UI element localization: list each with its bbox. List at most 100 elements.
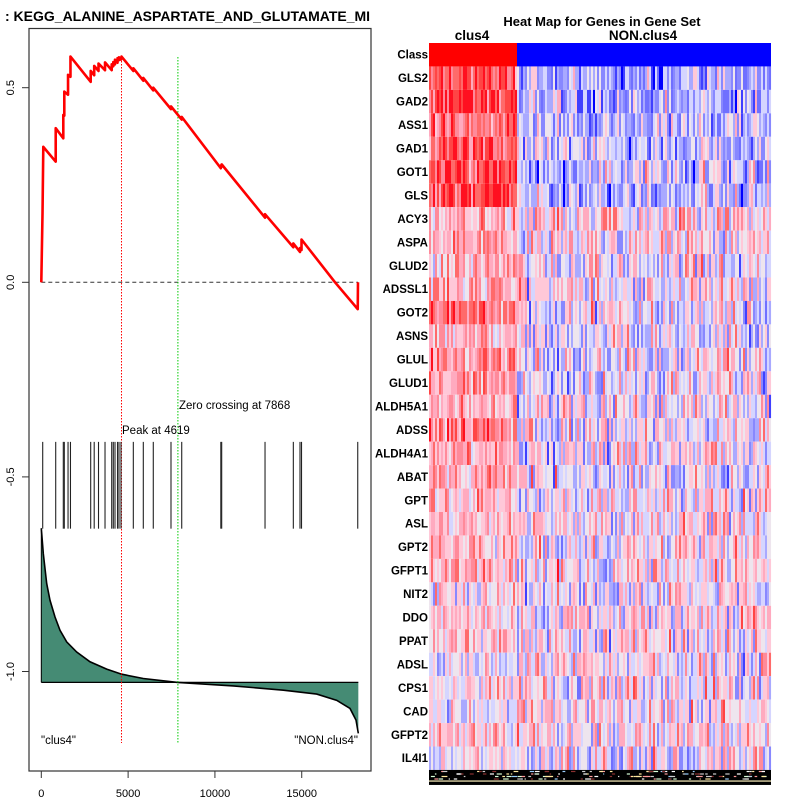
heatmap-cell — [515, 652, 518, 677]
heatmap-cell — [453, 89, 456, 114]
heatmap-cell — [747, 136, 750, 161]
heatmap-cell — [531, 699, 534, 724]
heatmap-cell — [611, 230, 614, 255]
heatmap-cell — [553, 394, 556, 419]
heatmap-cell — [513, 160, 516, 184]
heatmap-cell — [673, 465, 676, 489]
heatmap-cell — [763, 324, 766, 348]
heatmap-cell — [563, 723, 566, 747]
heatmap-cell — [687, 582, 690, 606]
heatmap-cell — [493, 230, 496, 255]
heatmap-cell — [727, 277, 730, 301]
heatmap-cell — [757, 394, 760, 419]
heatmap-cell — [691, 558, 694, 583]
heatmap-cell — [505, 254, 508, 278]
heatmap-cell — [565, 418, 568, 442]
heatmap-cell — [645, 136, 648, 161]
heatmap-cell — [741, 582, 744, 606]
heatmap-cell — [443, 277, 446, 301]
heatmap-cell — [547, 488, 550, 512]
heatmap-cell — [435, 89, 438, 114]
heatmap-cell — [743, 207, 746, 231]
heatmap-cell — [587, 629, 590, 653]
heatmap-cell — [513, 488, 516, 512]
heatmap-cell — [731, 207, 734, 231]
heatmap-cell — [627, 418, 630, 442]
heatmap-cell — [649, 699, 652, 724]
heatmap-cell — [671, 629, 674, 653]
heatmap-cell — [703, 605, 706, 630]
heatmap-cell — [517, 629, 520, 653]
heatmap-cell — [701, 605, 704, 630]
heatmap-cell — [643, 558, 646, 583]
heatmap-cell — [441, 371, 444, 395]
heatmap-cell — [431, 254, 434, 278]
heatmap-cell — [577, 699, 580, 724]
heatmap-cell — [703, 652, 706, 677]
heatmap-cell — [555, 465, 558, 489]
heatmap-row — [429, 300, 772, 325]
heatmap-cell — [471, 441, 474, 466]
heatmap-cell — [591, 652, 594, 677]
heatmap-cell — [681, 183, 684, 208]
heatmap-cell — [519, 699, 522, 724]
heatmap-cell — [635, 371, 638, 395]
heatmap-cell — [503, 465, 506, 489]
heatmap-cell — [619, 535, 622, 559]
heatmap-cell — [687, 277, 690, 301]
heatmap-cell — [633, 465, 636, 489]
heatmap-cell — [583, 488, 586, 512]
heatmap-cell — [547, 441, 550, 466]
heatmap-cell — [707, 558, 710, 583]
heatmap-cell — [509, 207, 512, 231]
heatmap-cell — [501, 254, 504, 278]
heatmap-cell — [545, 699, 548, 724]
heatmap-cell — [449, 324, 452, 348]
heatmap-cell — [713, 183, 716, 208]
heatmap-cell — [493, 160, 496, 184]
heatmap-cell — [619, 324, 622, 348]
heatmap-cell — [539, 277, 542, 301]
heatmap-cell — [691, 676, 694, 700]
heatmap-cell — [509, 535, 512, 559]
heatmap-cell — [479, 113, 482, 137]
heatmap-cell — [603, 582, 606, 606]
heatmap-cell — [429, 394, 432, 419]
heatmap-cell — [655, 535, 658, 559]
heatmap-cell — [713, 254, 716, 278]
heatmap-cell — [499, 371, 502, 395]
heatmap-cell — [529, 66, 532, 90]
heatmap-cell — [573, 676, 576, 700]
heatmap-cell — [569, 488, 572, 512]
heatmap-cell — [471, 113, 474, 137]
heatmap-cell — [701, 230, 704, 255]
heatmap-cell — [529, 488, 532, 512]
heatmap-cell — [487, 347, 490, 372]
heatmap-cell — [591, 371, 594, 395]
heatmap-cell — [467, 535, 470, 559]
heatmap-cell — [479, 629, 482, 653]
heatmap-cell — [745, 652, 748, 677]
heatmap-cell — [675, 441, 678, 466]
heatmap-cell — [487, 676, 490, 700]
heatmap-cell — [759, 277, 762, 301]
heatmap-cell — [749, 418, 752, 442]
heatmap-cell — [679, 652, 682, 677]
heatmap-cell — [447, 136, 450, 161]
heatmap-cell — [501, 558, 504, 583]
heatmap-cell — [545, 183, 548, 208]
heatmap-cell — [589, 535, 592, 559]
heatmap-cell — [447, 254, 450, 278]
heatmap-cell — [725, 113, 728, 137]
heatmap-cell — [759, 441, 762, 466]
heatmap-cell — [473, 723, 476, 747]
heatmap-cell — [593, 629, 596, 653]
heatmap-cell — [765, 535, 768, 559]
heatmap-cell — [449, 582, 452, 606]
x-tick-label: 5000 — [116, 788, 140, 800]
heatmap-cell — [693, 66, 696, 90]
heatmap-cell — [497, 160, 500, 184]
heatmap-cell — [555, 652, 558, 677]
heatmap-cell — [641, 230, 644, 255]
heatmap-cell — [547, 629, 550, 653]
